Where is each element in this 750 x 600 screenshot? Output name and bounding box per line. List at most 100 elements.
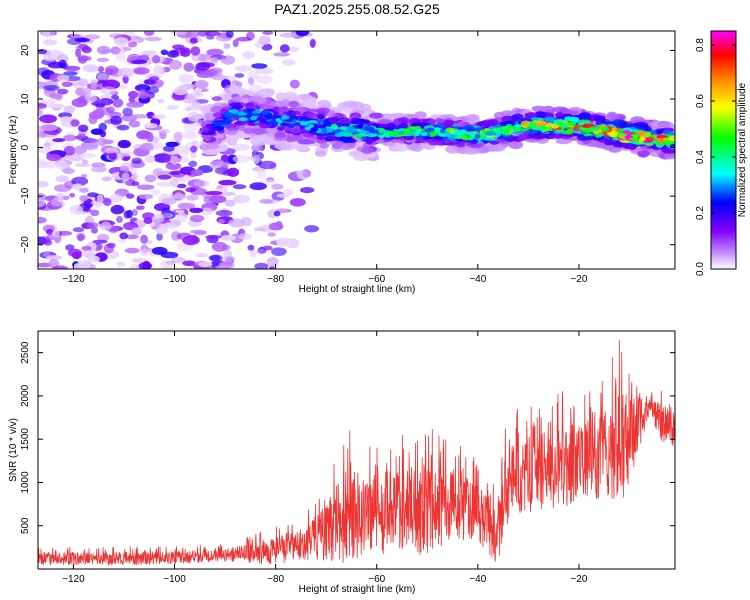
- spectrogram-ridge-cell: [531, 116, 539, 121]
- spectrogram-ridge-cell: [608, 132, 618, 138]
- spectrogram-noise-cell: [173, 87, 189, 96]
- spectrogram-noise-cell: [124, 247, 140, 254]
- spectrogram-noise-cell: [238, 233, 253, 240]
- colorbar-label: Normalized spectral amplitude: [737, 82, 748, 217]
- spectrogram-ridge-cell: [330, 125, 339, 130]
- spectrogram-ridge-cell: [526, 112, 538, 119]
- spectrogram-frame: [37, 30, 676, 270]
- spectrogram-ridge-cell: [456, 142, 466, 148]
- spectrogram-noise-cell: [84, 34, 100, 40]
- spectrogram-noise-cell: [69, 193, 76, 198]
- spectrogram-ridge-cell: [498, 126, 507, 131]
- spectrogram-ridge-cell: [212, 112, 223, 118]
- spectrogram-ridge-cell: [257, 115, 263, 121]
- spectrogram-noise-cell: [90, 227, 98, 234]
- spectrogram-noise-cell: [220, 55, 236, 65]
- spectrogram-noise-cell: [53, 184, 72, 192]
- spectrogram-ridge-cell: [657, 121, 671, 128]
- spectrogram-noise-cell: [209, 161, 218, 166]
- spectrogram-noise-cell: [190, 151, 197, 159]
- spectrogram-noise-cell: [249, 182, 267, 191]
- spectrogram-noise-cell: [156, 233, 163, 241]
- spectrogram-noise-cell: [118, 84, 128, 90]
- spectrogram-noise-cell: [75, 48, 82, 58]
- snr-x-tick-label: −20: [570, 574, 587, 585]
- snr-panel: −120 −100 −80 −60 −40 −20 500 1000 1500 2000 2500…: [8, 330, 676, 595]
- spectrogram-ridge-cell: [208, 130, 216, 135]
- colorbar-frame: [710, 30, 737, 270]
- snr-x-tick-label: −100: [163, 574, 186, 585]
- spectrogram-noise-cell: [55, 160, 68, 170]
- spectrogram-noise-cell: [208, 254, 221, 261]
- spectrogram-noise-cell: [110, 115, 123, 126]
- spectrogram-noise-cell: [232, 39, 239, 48]
- spectrogram-noise-cell: [251, 144, 263, 152]
- spectrogram-ridge-cell: [581, 113, 592, 121]
- spectrogram-noise-cell: [96, 45, 111, 55]
- spectrogram-noise-cell: [266, 257, 279, 267]
- spectrogram-noise-cell: [110, 204, 125, 215]
- spectrogram-noise-cell: [100, 221, 112, 232]
- colorbar-tick-label: 0.0: [695, 262, 706, 276]
- spectrogram-noise-cell: [104, 147, 118, 154]
- spectrogram-noise-cell: [169, 170, 181, 176]
- spectrogram-ridge-cell: [307, 120, 318, 124]
- spectrogram-noise-cell: [190, 37, 198, 44]
- spectrogram-noise-cell: [217, 219, 225, 224]
- spectrogram-ridge-cell: [631, 133, 641, 138]
- spectrogram-ridge-cell: [600, 127, 610, 133]
- spectrogram-noise-cell: [255, 67, 274, 75]
- spectrogram-ridge-cell: [277, 125, 285, 131]
- spectrogram-ridge-cell: [327, 135, 337, 140]
- spectrogram-noise-cell: [131, 59, 148, 65]
- spectrogram-ridge-cell: [231, 86, 243, 96]
- spectrogram-noise-cell: [254, 262, 269, 269]
- spectrogram-ridge-cell: [485, 131, 497, 136]
- spectrogram-y-tick-label: −20: [20, 236, 31, 253]
- spectrogram-y-ticks: −20 −10 0 10 20: [20, 44, 675, 253]
- spectrogram-noise-cell: [295, 31, 309, 37]
- spectrogram-ridge-cell: [505, 123, 513, 130]
- spectrogram-noise-cell: [89, 138, 99, 143]
- spectrogram-noise-cell: [96, 57, 110, 62]
- spectrogram-noise-cell: [116, 261, 126, 267]
- spectrogram-ridge-cell: [327, 110, 336, 118]
- spectrogram-noise-cell: [128, 90, 139, 99]
- spectrogram-noise-cell: [77, 259, 92, 269]
- spectrogram-noise-cell: [171, 256, 186, 264]
- spectrogram-ridge-cell: [206, 124, 214, 130]
- spectrogram-noise-cell: [131, 227, 142, 236]
- spectrogram-noise-cell: [211, 96, 223, 102]
- spectrogram-noise-cell: [165, 162, 182, 171]
- spectrogram-noise-cell: [38, 49, 47, 55]
- spectrogram-ridge-cell: [314, 150, 327, 157]
- spectrogram-noise-cell: [144, 31, 155, 36]
- spectrogram-noise-cell: [195, 253, 209, 258]
- spectrogram-noise-cell: [125, 234, 139, 240]
- spectrogram-noise-cell: [45, 228, 54, 235]
- snr-x-label: Height of straight line (km): [299, 584, 416, 595]
- spectrogram-ridge-cell: [348, 101, 365, 110]
- spectrogram-noise-cell: [220, 234, 237, 241]
- spectrogram-noise-cell: [57, 88, 69, 95]
- spectrogram-noise-cell: [194, 231, 207, 236]
- spectrogram-noise-cell: [147, 79, 158, 85]
- spectrogram-noise-cell: [160, 49, 169, 56]
- spectrogram-y-tick-label: 10: [20, 93, 31, 105]
- spectrogram-noise-cell: [43, 53, 57, 62]
- spectrogram-noise-cell: [123, 210, 130, 219]
- spectrogram-noise-cell: [234, 65, 252, 72]
- spectrogram-noise-cell: [38, 130, 47, 139]
- spectrogram-noise-cell: [262, 245, 273, 251]
- spectrogram-ridge-cell: [274, 131, 287, 139]
- spectrogram-ridge-cell: [274, 101, 286, 107]
- spectrogram-noise-cell: [189, 214, 205, 223]
- spectrogram-noise-cell: [78, 78, 89, 87]
- spectrogram-noise-cell: [300, 187, 315, 194]
- spectrogram-noise-cell: [82, 250, 95, 258]
- spectrogram-ridge-cell: [637, 150, 650, 157]
- spectrogram-ridge-cell: [656, 134, 663, 139]
- spectrogram-noise-cell: [182, 260, 196, 267]
- spectrogram-ridge-cell: [350, 117, 360, 123]
- spectrogram-noise-cell: [206, 48, 224, 56]
